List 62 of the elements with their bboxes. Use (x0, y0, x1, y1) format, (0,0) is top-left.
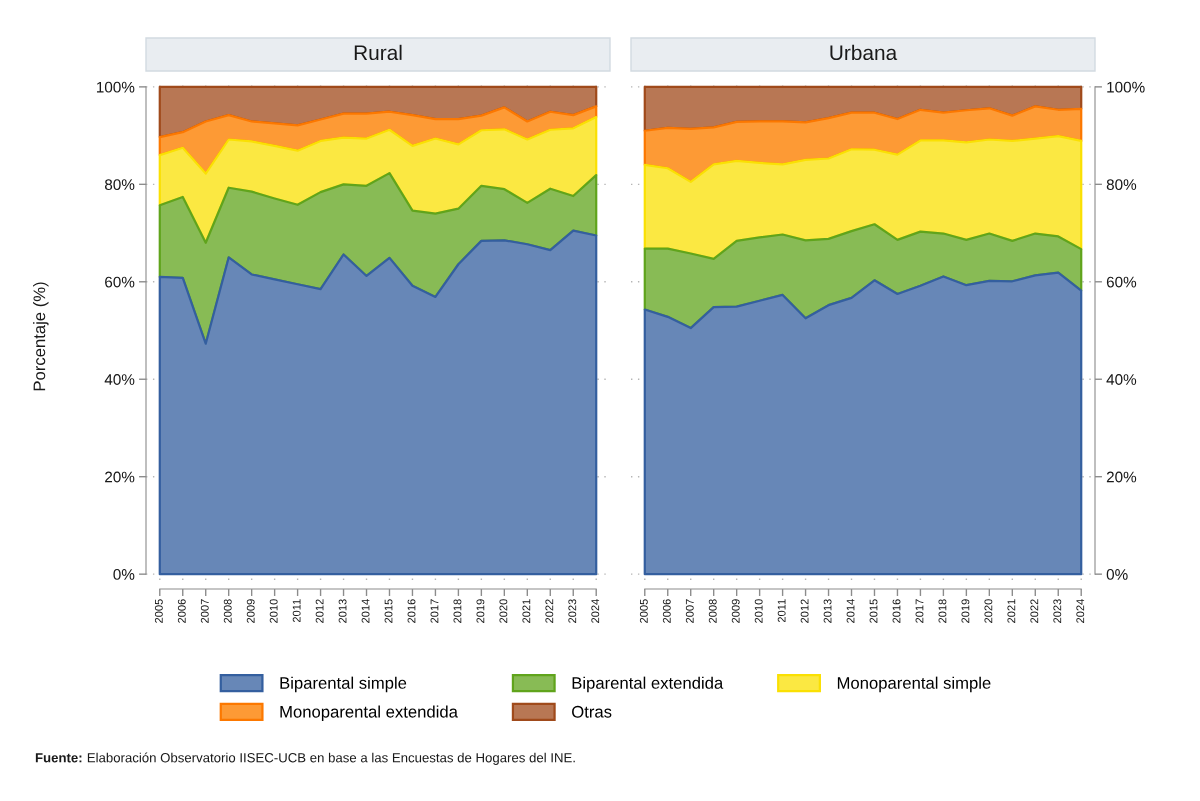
x-tick-label: 2016 (407, 599, 416, 623)
x-tick-label: 2021 (522, 599, 531, 623)
x-tick-label: 2019 (476, 599, 485, 623)
x-tick-label: 2024 (1076, 599, 1085, 623)
x-tick-label: 2012 (315, 599, 324, 623)
x-tick-label: 2015 (869, 599, 878, 623)
x-tick-label: 2020 (499, 599, 508, 623)
x-tick-label: 2013 (823, 599, 832, 623)
legend-label: Otras (572, 705, 612, 718)
x-tick-label: 2017 (915, 599, 924, 623)
y-tick-label: 60% (105, 276, 135, 288)
x-tick-label: 2018 (453, 599, 462, 623)
x-tick-label: 2009 (731, 599, 740, 623)
source-note: Fuente: (35, 753, 82, 763)
chart-title: Rural (354, 44, 402, 61)
legend-label: Monoparental simple (837, 676, 991, 693)
legend-label: Monoparental extendida (280, 705, 458, 721)
chart-title: Urbana (830, 44, 898, 61)
x-tick-label: 2008 (223, 599, 232, 623)
x-tick-label: 2013 (338, 599, 347, 623)
x-tick-label: 2010 (754, 599, 763, 623)
legend-label: Biparental extendida (572, 676, 724, 693)
x-tick-label: 2011 (292, 599, 301, 623)
y-tick-label: 40% (1106, 374, 1137, 385)
text: Elaboración Observatorio IISEC-UCB en base a las Encuestas de Hogares del INE. (87, 752, 575, 765)
x-tick-label: 2012 (800, 599, 809, 623)
x-tick-label: 2022 (1030, 599, 1039, 623)
y-tick-label: 0% (1106, 569, 1128, 580)
x-tick-label: 2005 (154, 599, 163, 623)
y-tick-label: 0% (113, 569, 135, 580)
x-tick-label: 2006 (662, 599, 671, 623)
y-tick-label: 20% (1106, 471, 1137, 483)
x-tick-label: 2015 (384, 599, 393, 623)
x-tick-label: 2010 (269, 599, 278, 623)
x-tick-label: 2018 (938, 599, 947, 623)
x-tick-label: 2007 (200, 599, 209, 623)
y-tick-label: 40% (104, 374, 135, 385)
x-tick-label: 2008 (708, 599, 717, 623)
x-tick-label: 2014 (361, 599, 370, 623)
legend-label: Biparental simple (280, 676, 407, 693)
x-tick-label: 2016 (892, 599, 901, 623)
x-tick-label: 2011 (777, 599, 786, 623)
x-tick-label: 2019 (961, 599, 970, 623)
x-tick-label: 2022 (545, 599, 554, 623)
x-tick-label: 2023 (568, 599, 577, 623)
x-tick-label: 2017 (430, 599, 439, 623)
x-tick-label: 2021 (1007, 599, 1016, 623)
x-tick-label: 2024 (591, 599, 600, 623)
x-tick-label: 2014 (846, 599, 855, 623)
x-tick-label: 2006 (177, 599, 186, 623)
y-tick-label: 20% (105, 471, 135, 483)
x-tick-label: 2009 (246, 599, 255, 623)
x-tick-label: 2020 (984, 599, 993, 623)
y-tick-label: 80% (1106, 179, 1137, 191)
y-tick-label: 100% (96, 81, 135, 93)
x-tick-label: 2007 (685, 599, 694, 623)
y-tick-label: 80% (104, 179, 135, 191)
x-tick-label: 2023 (1053, 599, 1062, 623)
y-tick-label: 60% (1106, 276, 1137, 288)
y-tick-label: 100% (1107, 81, 1145, 93)
x-tick-label: 2005 (639, 599, 648, 623)
y-axis-title: Porcentaje (%) (33, 282, 49, 391)
